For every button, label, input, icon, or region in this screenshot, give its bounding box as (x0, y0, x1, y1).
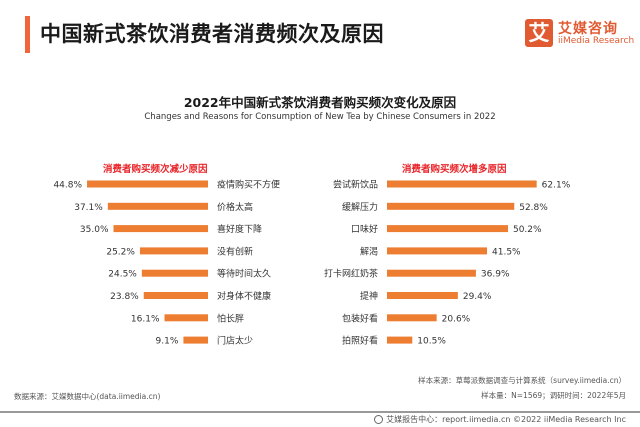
logo-name-cn: 艾媒咨询 (558, 21, 618, 37)
value-label-increase-1: 52.8% (519, 203, 548, 213)
logo-name-en: iiMedia Research (558, 36, 635, 46)
chart-subtitle: Changes and Reasons for Consumption of N… (144, 112, 496, 122)
category-label-increase-0: 尝试新饮品 (333, 179, 378, 191)
footer: 艾媒报告中心：report.iimedia.cn ©2022 iiMedia R… (374, 414, 626, 425)
bar-increase-5 (387, 292, 458, 299)
value-label-decrease-0: 44.8% (53, 181, 82, 191)
left-panel-title: 消费者购买频次减少原因 (103, 164, 208, 175)
value-label-decrease-2: 35.0% (80, 225, 109, 235)
category-label-decrease-1: 价格太高 (217, 201, 253, 213)
category-label-increase-1: 缓解压力 (342, 201, 378, 213)
bar-increase-1 (387, 202, 515, 210)
sample-source: 样本来源：草莓派数据调查与计算系统（survey.iimedia.cn） (418, 376, 626, 385)
bar-increase-0 (387, 180, 537, 188)
bar-decrease-5 (143, 292, 208, 299)
category-label-decrease-4: 等待时间太久 (217, 268, 271, 280)
bar-increase-3 (387, 247, 488, 255)
value-label-decrease-7: 9.1% (156, 337, 179, 347)
category-label-decrease-3: 没有创新 (217, 245, 253, 257)
bar-increase-7 (387, 336, 413, 344)
category-label-decrease-2: 喜好度下降 (217, 223, 262, 235)
bar-decrease-1 (107, 202, 208, 210)
category-label-increase-4: 打卡网红奶茶 (324, 268, 378, 280)
category-label-increase-6: 包装好看 (342, 312, 378, 324)
category-label-decrease-5: 对身体不健康 (217, 290, 271, 302)
value-label-decrease-5: 23.8% (110, 292, 139, 302)
value-label-increase-3: 41.5% (492, 247, 521, 257)
bar-increase-4 (387, 269, 476, 277)
footer-text: 艾媒报告中心：report.iimedia.cn ©2022 iiMedia R… (386, 415, 626, 424)
value-label-decrease-1: 37.1% (74, 203, 103, 213)
chart-title: 2022年中国新式茶饮消费者购买频次变化及原因 (183, 95, 457, 110)
title-accent-bar (25, 16, 30, 53)
category-label-increase-2: 口味好 (351, 223, 378, 235)
value-label-increase-6: 20.6% (442, 314, 471, 324)
category-label-increase-7: 拍照好看 (342, 335, 378, 347)
data-source: 数据来源：艾媒数据中心(data.iimedia.cn) (14, 392, 161, 401)
bar-decrease-2 (113, 225, 208, 233)
bar-decrease-3 (139, 247, 208, 255)
value-label-increase-7: 10.5% (417, 337, 446, 347)
value-label-increase-4: 36.9% (481, 270, 510, 280)
value-label-decrease-3: 25.2% (106, 247, 135, 257)
bar-decrease-4 (141, 269, 208, 277)
bar-decrease-6 (164, 314, 208, 322)
globe-icon (374, 415, 384, 424)
bar-increase-2 (387, 225, 508, 233)
category-label-decrease-0: 疫情购买不方便 (217, 179, 280, 191)
value-label-increase-0: 62.1% (542, 181, 571, 191)
sample-size: 样本量：N=1569；调研时间：2022年5月 (481, 391, 626, 400)
value-label-decrease-6: 16.1% (131, 314, 160, 324)
page-title: 中国新式茶饮消费者消费频次及原因 (40, 22, 384, 46)
right-panel-title: 消费者购买频次增多原因 (402, 164, 507, 175)
bar-decrease-7 (183, 336, 208, 344)
bar-increase-6 (387, 314, 437, 322)
bar-decrease-0 (87, 180, 208, 188)
logo-icon: 艾 (525, 19, 553, 47)
value-label-increase-5: 29.4% (463, 292, 492, 302)
category-label-decrease-7: 门店太少 (217, 335, 253, 347)
value-label-decrease-4: 24.5% (108, 270, 137, 280)
value-label-increase-2: 50.2% (513, 225, 542, 235)
category-label-decrease-6: 怕长胖 (217, 312, 244, 324)
category-label-increase-3: 解渴 (360, 245, 378, 257)
footer-divider (0, 411, 640, 413)
category-label-increase-5: 提神 (360, 290, 378, 302)
brand-logo: 艾 艾媒咨询 iiMedia Research (525, 19, 635, 51)
